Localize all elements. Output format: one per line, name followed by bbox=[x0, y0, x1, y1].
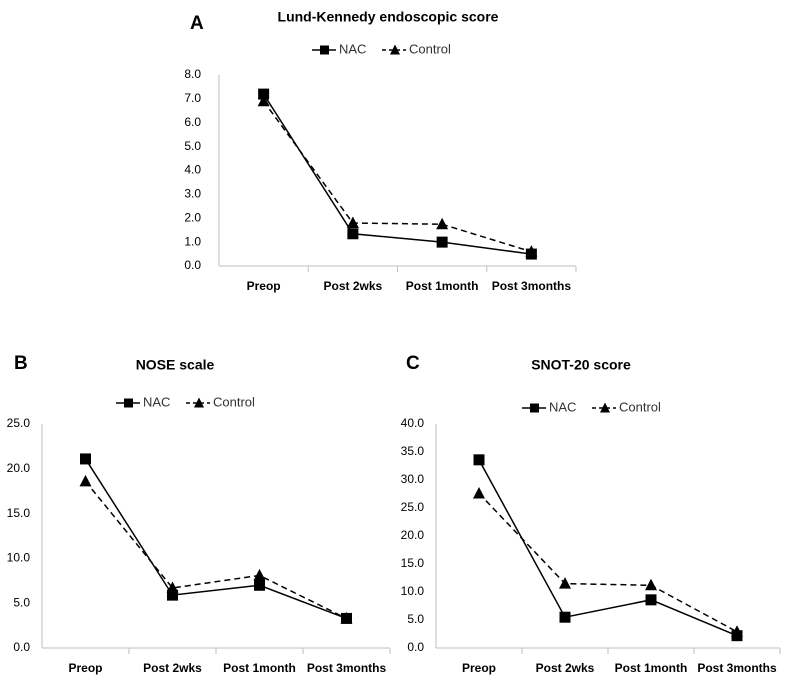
data-point-control bbox=[79, 474, 92, 487]
data-point-control bbox=[257, 94, 270, 107]
panel-label: A bbox=[190, 13, 204, 34]
y-tick-label: 2.0 bbox=[184, 210, 201, 224]
data-point-nac bbox=[559, 611, 571, 623]
y-tick-label: 25.0 bbox=[7, 416, 31, 430]
data-point-nac bbox=[167, 589, 178, 601]
y-tick-label: 0.0 bbox=[407, 640, 424, 654]
series-line-control bbox=[263, 100, 532, 253]
legend-label-control: Control bbox=[409, 41, 451, 56]
y-tick-label: 1.0 bbox=[184, 234, 201, 248]
x-tick-label: Preop bbox=[68, 661, 102, 675]
x-tick-label: Preop bbox=[462, 661, 496, 675]
y-tick-label: 4.0 bbox=[184, 163, 201, 177]
legend-marker-nac bbox=[124, 398, 133, 408]
chart-panel-a: A Lund-Kennedy endoscopic score 0.0 1.0 2.0 3… bbox=[184, 9, 577, 293]
data-point-nac bbox=[473, 454, 485, 466]
series-line-nac bbox=[478, 459, 738, 637]
series-line-control bbox=[84, 480, 347, 620]
data-point-control bbox=[436, 217, 449, 230]
legend-marker-control bbox=[194, 397, 204, 408]
x-tick-label: Post 1month bbox=[615, 661, 688, 675]
chart-panel-b: B NOSE scale 0.0 5.0 10.0 15.0 20.0 25.0 Preop Po… bbox=[7, 353, 391, 675]
x-tick-label: Preop bbox=[247, 279, 281, 293]
x-tick-label: Post 2wks bbox=[536, 661, 595, 675]
y-tick-label: 5.0 bbox=[184, 139, 201, 153]
y-tick-label: 15.0 bbox=[401, 556, 425, 570]
legend-label-nac: NAC bbox=[143, 394, 170, 409]
legend-marker-control bbox=[600, 402, 610, 413]
data-point-control bbox=[166, 581, 179, 593]
data-point-control bbox=[340, 611, 353, 624]
data-point-control bbox=[559, 577, 571, 589]
legend-marker-nac bbox=[320, 45, 329, 55]
y-tick-label: 20.0 bbox=[401, 528, 425, 542]
legend-label-control: Control bbox=[213, 394, 255, 409]
y-tick-label: 7.0 bbox=[184, 91, 201, 105]
x-tick-label: Post 2wks bbox=[143, 661, 202, 675]
x-tick-label: Post 3months bbox=[492, 279, 572, 293]
data-point-control bbox=[645, 578, 657, 591]
data-point-nac bbox=[80, 453, 91, 465]
data-point-nac bbox=[347, 228, 359, 240]
data-point-control bbox=[253, 568, 266, 581]
data-point-control bbox=[473, 486, 485, 499]
y-tick-label: 0.0 bbox=[184, 258, 201, 272]
data-point-nac bbox=[645, 594, 657, 606]
data-point-control bbox=[525, 245, 538, 257]
y-tick-label: 3.0 bbox=[184, 187, 201, 201]
chart-title: NOSE scale bbox=[136, 357, 215, 373]
data-point-nac bbox=[258, 88, 270, 100]
y-tick-label: 15.0 bbox=[7, 506, 31, 520]
legend: NAC Control bbox=[312, 41, 451, 56]
y-tick-label: 20.0 bbox=[7, 461, 31, 475]
chart-panel-c: C SNOT-20 score 0.0 5.0 10.0 15.0 20.0 25.0 30.0… bbox=[401, 353, 781, 675]
data-point-nac bbox=[254, 579, 265, 591]
chart-title: Lund-Kennedy endoscopic score bbox=[278, 9, 499, 25]
legend-label-control: Control bbox=[619, 399, 661, 414]
y-tick-label: 5.0 bbox=[407, 612, 424, 626]
series-line-nac bbox=[262, 93, 532, 255]
y-tick-label: 6.0 bbox=[184, 115, 201, 129]
panel-label: B bbox=[14, 353, 28, 374]
panel-label: C bbox=[406, 353, 420, 374]
legend-marker-nac bbox=[530, 403, 539, 413]
series-line-nac bbox=[84, 458, 347, 620]
legend: NAC Control bbox=[116, 394, 255, 409]
legend-label-nac: NAC bbox=[549, 399, 576, 414]
data-point-control bbox=[346, 216, 359, 229]
y-tick-label: 8.0 bbox=[184, 67, 201, 81]
y-tick-label: 25.0 bbox=[401, 500, 425, 514]
legend-marker-control bbox=[390, 44, 400, 55]
data-point-control bbox=[731, 625, 743, 637]
chart-title: SNOT-20 score bbox=[531, 357, 631, 373]
legend: NAC Control bbox=[522, 399, 661, 414]
data-point-nac bbox=[436, 236, 448, 248]
y-tick-label: 10.0 bbox=[401, 584, 425, 598]
legend-label-nac: NAC bbox=[339, 41, 366, 56]
series-line-control bbox=[478, 492, 738, 633]
y-tick-label: 35.0 bbox=[401, 444, 425, 458]
y-tick-label: 40.0 bbox=[401, 416, 425, 430]
y-tick-label: 0.0 bbox=[13, 640, 30, 654]
x-tick-label: Post 2wks bbox=[324, 279, 383, 293]
y-tick-label: 5.0 bbox=[13, 595, 30, 609]
x-tick-label: Post 3months bbox=[697, 661, 777, 675]
y-tick-label: 10.0 bbox=[7, 551, 31, 565]
x-tick-label: Post 1month bbox=[223, 661, 296, 675]
x-tick-label: Post 3months bbox=[307, 661, 387, 675]
y-tick-label: 30.0 bbox=[401, 472, 425, 486]
x-tick-label: Post 1month bbox=[406, 279, 479, 293]
